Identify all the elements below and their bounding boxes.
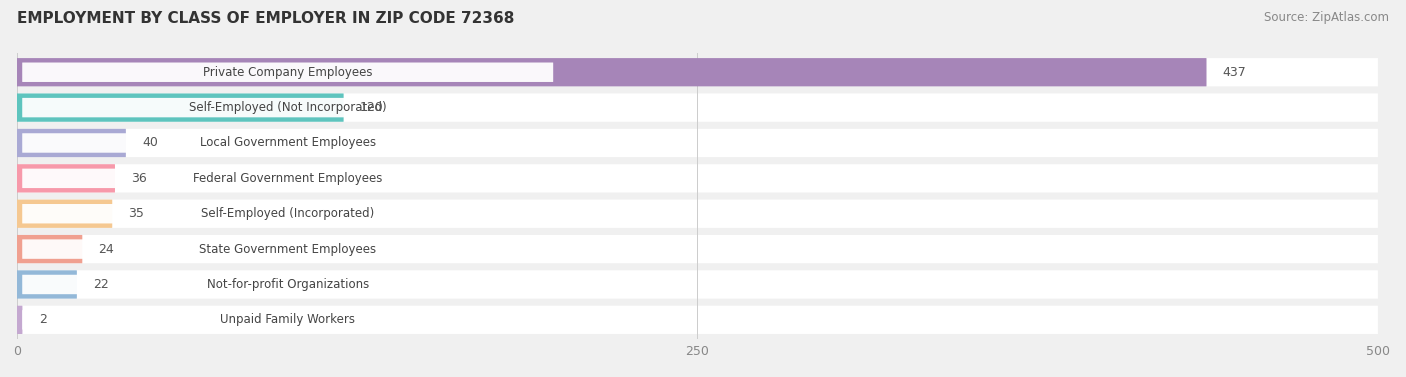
Text: Self-Employed (Incorporated): Self-Employed (Incorporated) (201, 207, 374, 220)
Text: Source: ZipAtlas.com: Source: ZipAtlas.com (1264, 11, 1389, 24)
Text: 120: 120 (360, 101, 384, 114)
FancyBboxPatch shape (17, 164, 1378, 193)
FancyBboxPatch shape (17, 306, 22, 334)
FancyBboxPatch shape (17, 93, 1378, 122)
FancyBboxPatch shape (22, 63, 553, 82)
FancyBboxPatch shape (22, 169, 553, 188)
FancyBboxPatch shape (17, 235, 1378, 263)
Text: Local Government Employees: Local Government Employees (200, 136, 375, 150)
FancyBboxPatch shape (17, 129, 1378, 157)
FancyBboxPatch shape (17, 58, 1206, 86)
FancyBboxPatch shape (17, 58, 1378, 86)
Text: Unpaid Family Workers: Unpaid Family Workers (221, 313, 356, 326)
Text: 437: 437 (1223, 66, 1247, 79)
FancyBboxPatch shape (17, 199, 1378, 228)
FancyBboxPatch shape (17, 306, 1378, 334)
Text: 22: 22 (93, 278, 108, 291)
Text: 24: 24 (98, 242, 114, 256)
Text: Private Company Employees: Private Company Employees (202, 66, 373, 79)
Text: EMPLOYMENT BY CLASS OF EMPLOYER IN ZIP CODE 72368: EMPLOYMENT BY CLASS OF EMPLOYER IN ZIP C… (17, 11, 515, 26)
FancyBboxPatch shape (17, 235, 83, 263)
FancyBboxPatch shape (22, 239, 553, 259)
FancyBboxPatch shape (22, 133, 553, 153)
Text: Self-Employed (Not Incorporated): Self-Employed (Not Incorporated) (188, 101, 387, 114)
FancyBboxPatch shape (17, 270, 77, 299)
FancyBboxPatch shape (17, 164, 115, 193)
FancyBboxPatch shape (22, 98, 553, 117)
FancyBboxPatch shape (22, 310, 553, 329)
Text: Not-for-profit Organizations: Not-for-profit Organizations (207, 278, 368, 291)
FancyBboxPatch shape (17, 270, 1378, 299)
Text: Federal Government Employees: Federal Government Employees (193, 172, 382, 185)
FancyBboxPatch shape (22, 204, 553, 224)
Text: 36: 36 (131, 172, 148, 185)
FancyBboxPatch shape (17, 129, 127, 157)
Text: 40: 40 (142, 136, 157, 150)
FancyBboxPatch shape (17, 93, 343, 122)
Text: State Government Employees: State Government Employees (200, 242, 377, 256)
FancyBboxPatch shape (22, 275, 553, 294)
Text: 35: 35 (128, 207, 145, 220)
FancyBboxPatch shape (17, 199, 112, 228)
Text: 2: 2 (38, 313, 46, 326)
